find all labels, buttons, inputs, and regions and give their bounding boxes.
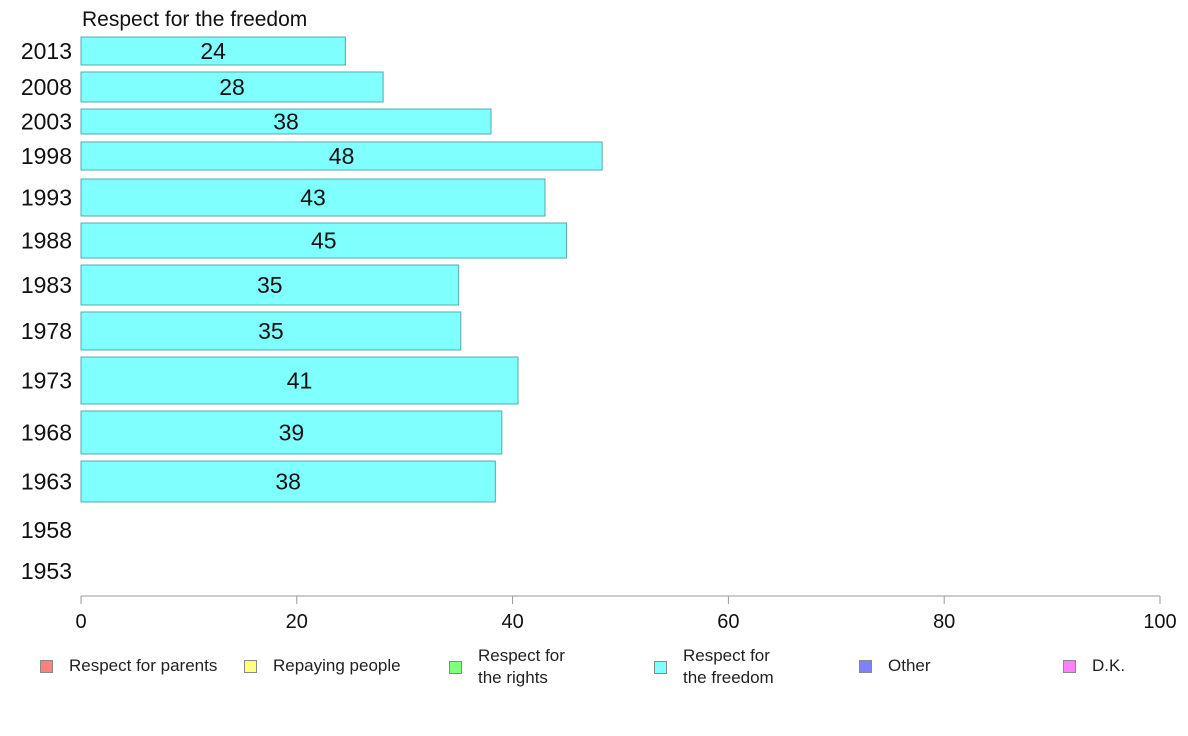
- data-label: 38: [273, 109, 299, 135]
- data-label: 48: [329, 143, 355, 169]
- bar: [80, 36, 346, 66]
- legend-label: Other: [888, 656, 931, 675]
- data-label: 45: [311, 228, 337, 254]
- legend-swatch: [449, 660, 462, 674]
- legend-swatch: [859, 659, 872, 673]
- y-axis-labels: 2013 2008 2003 1998 1993 1988 1983 1978 1973 1968…: [21, 38, 72, 584]
- data-label: 43: [300, 185, 326, 211]
- bar: [80, 222, 568, 259]
- legend-label: D.K.: [1092, 656, 1126, 675]
- y-tick-label: 1983: [21, 272, 72, 298]
- data-label: 38: [275, 469, 301, 495]
- y-tick-label: 1973: [21, 368, 72, 394]
- bar: [80, 311, 462, 351]
- legend: Respect for parents Repaying people Respec…: [0, 645, 1188, 695]
- bar: [80, 264, 460, 306]
- legend-swatch: [244, 659, 257, 673]
- bar: [80, 410, 503, 455]
- x-tick-label: 0: [75, 611, 86, 633]
- legend-item: D.K.: [1063, 655, 1125, 677]
- y-tick-label: 1998: [21, 143, 72, 169]
- y-tick-label: 2013: [21, 38, 72, 64]
- bar: [80, 460, 496, 503]
- data-label: 35: [258, 318, 284, 344]
- y-tick-label: 1968: [21, 420, 72, 446]
- bar: [80, 71, 384, 103]
- x-axis: 0 20 40 60 80 100: [75, 595, 1177, 633]
- x-tick-label: 40: [501, 611, 523, 633]
- legend-label: Respect for parents: [69, 656, 218, 675]
- legend-item: Repaying people: [244, 655, 401, 677]
- y-tick-label: 1953: [21, 558, 72, 584]
- legend-item: Other: [859, 655, 931, 677]
- legend-item: Respect for the freedom: [654, 645, 774, 689]
- legend-label: Respect for the rights: [478, 646, 565, 687]
- legend-item: Respect for the rights: [449, 645, 565, 689]
- legend-label: Respect for the freedom: [683, 646, 774, 687]
- x-tick-label: 20: [286, 611, 308, 633]
- chart-title: Respect for the freedom: [82, 8, 307, 31]
- bar: [80, 108, 492, 135]
- bar: [80, 178, 546, 217]
- x-tick-label: 80: [933, 611, 955, 633]
- legend-item: Respect for parents: [40, 655, 217, 677]
- data-label: 24: [200, 38, 226, 64]
- legend-label: Repaying people: [273, 656, 401, 675]
- data-label: 41: [287, 368, 313, 394]
- bar: [80, 141, 603, 171]
- x-tick-label: 100: [1143, 611, 1176, 633]
- data-label: 28: [219, 74, 245, 100]
- legend-swatch: [40, 659, 53, 673]
- legend-swatch: [1063, 659, 1076, 673]
- y-tick-label: 1963: [21, 469, 72, 495]
- y-tick-label: 2003: [21, 109, 72, 135]
- x-tick-label: 60: [717, 611, 739, 633]
- data-label: 39: [279, 420, 305, 446]
- data-label: 35: [257, 272, 283, 298]
- y-tick-label: 1993: [21, 185, 72, 211]
- bar: [80, 356, 519, 405]
- legend-swatch: [654, 660, 667, 674]
- y-tick-label: 1988: [21, 228, 72, 254]
- y-tick-label: 1958: [21, 517, 72, 543]
- y-tick-label: 2008: [21, 74, 72, 100]
- y-tick-label: 1978: [21, 318, 72, 344]
